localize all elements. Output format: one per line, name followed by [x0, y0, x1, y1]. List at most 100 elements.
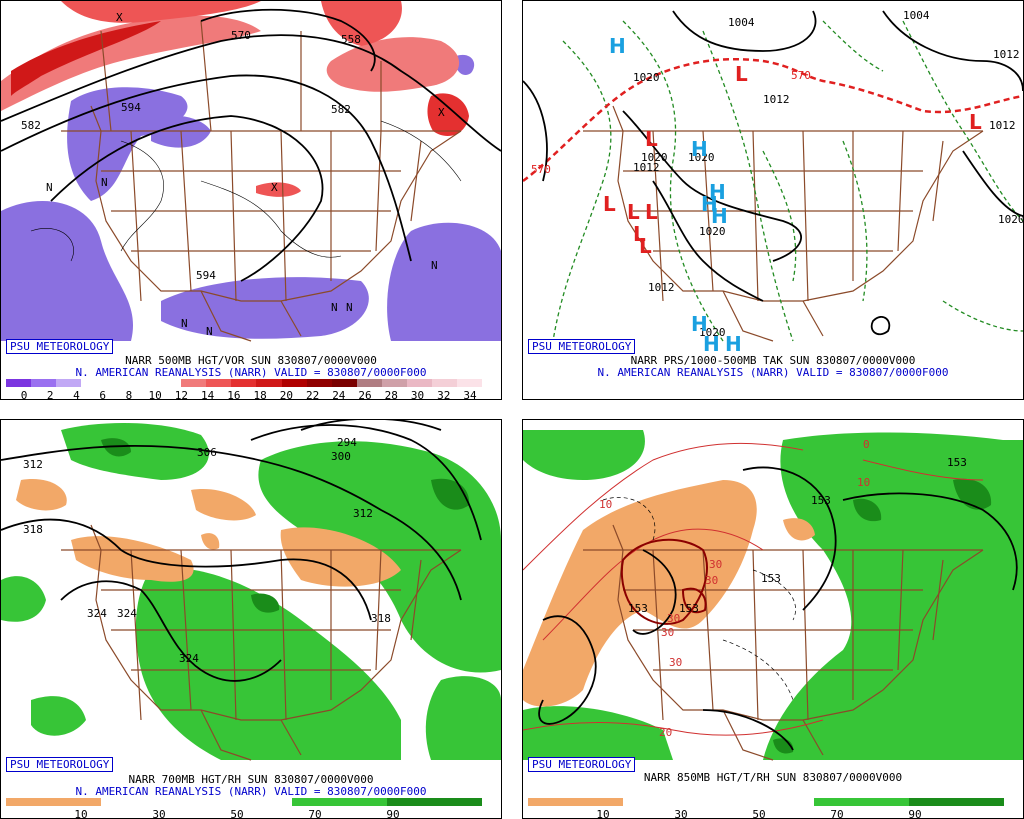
temp-label: 0	[863, 438, 870, 451]
colorbar-tick-label: 50	[230, 808, 244, 819]
colorbar-tick-label: 4	[73, 389, 80, 400]
negative-vorticity-areas	[1, 54, 501, 341]
height-labels: 312 306 294 300 318 312 324 324 318 324	[23, 436, 391, 665]
map-500mb: 582 594 582 594 570 558 N N N N N N N X …	[1, 1, 501, 342]
high-marker: H	[703, 332, 720, 356]
colorbar-swatch	[196, 798, 244, 806]
colorbar-tick-label: 16	[227, 389, 241, 400]
contour-label: 324	[87, 607, 107, 620]
thickness-contours	[552, 20, 1023, 342]
brand-label: PSU METEOROLOGY	[528, 339, 636, 354]
height-contours	[538, 466, 1018, 751]
isobar-label: 1012	[648, 281, 675, 294]
colorbar-tick-label: 32	[437, 389, 451, 400]
high-marker: H	[609, 34, 626, 58]
colorbar-swatch	[431, 379, 457, 387]
colorbar	[528, 798, 1004, 806]
isobar-label: 1004	[728, 16, 755, 29]
colorbar-tick-label: 10	[596, 808, 610, 819]
colorbar-swatch	[31, 379, 57, 387]
min-symbol: N	[346, 301, 353, 314]
colorbar-swatch	[6, 798, 54, 806]
vorticity-contours	[30, 120, 462, 262]
colorbar-swatch	[131, 379, 157, 387]
political-boundaries	[61, 20, 462, 342]
temp-label: 30	[709, 558, 722, 571]
dry-areas	[16, 479, 401, 587]
political-boundaries	[583, 524, 984, 761]
temp-label: 30	[667, 612, 680, 625]
colorbar	[6, 379, 482, 387]
min-symbol: N	[206, 325, 213, 338]
colorbar-tick-label: 70	[830, 808, 844, 819]
low-marker: L	[969, 110, 982, 134]
max-symbol: X	[438, 106, 445, 119]
high-marker: H	[711, 204, 728, 228]
low-marker: L	[645, 127, 658, 151]
panel-700mb-rh: 312 306 294 300 318 312 324 324 318 324 …	[0, 419, 502, 819]
panel-valid-caption: N. AMERICAN REANALYSIS (NARR) VALID = 83…	[75, 366, 427, 379]
isobars	[523, 10, 1023, 336]
contour-label: 594	[196, 269, 216, 282]
colorbar-swatch	[231, 379, 257, 387]
contour-label: 582	[21, 119, 41, 132]
colorbar-swatch	[181, 379, 207, 387]
colorbar-swatch	[623, 798, 671, 806]
isobar-label: 1020	[641, 151, 668, 164]
temperature-labels: 10 10 30 30 30 30 30 20 0	[599, 438, 870, 739]
colorbar-tick-label: 24	[332, 389, 346, 400]
panel-valid-caption: N. AMERICAN REANALYSIS (NARR) VALID = 83…	[597, 366, 949, 379]
high-pressure-markers: H H H H H H H H	[609, 34, 742, 356]
colorbar-swatch	[528, 798, 576, 806]
colorbar-swatch	[956, 798, 1004, 806]
brand-label: PSU METEOROLOGY	[6, 339, 114, 354]
colorbar-swatch	[434, 798, 482, 806]
contour-label: 153	[811, 494, 831, 507]
panel-caption: NARR PRS/1000-500MB TAK SUN 830807/0000V…	[630, 354, 916, 367]
contour-label: 153	[947, 456, 967, 469]
colorbar-tick-label: 30	[674, 808, 688, 819]
contour-label: 153	[679, 602, 699, 615]
contour-label: 582	[331, 103, 351, 116]
colorbar-swatch	[148, 798, 197, 806]
panel-pressure-thickness: 1004 1004 1020 1012 1012 1020 1012 1020 …	[522, 0, 1024, 400]
contour-label: 318	[23, 523, 43, 536]
colorbar-swatch	[765, 798, 814, 806]
thickness-label: 570	[531, 163, 551, 176]
colorbar-tick-label: 2	[46, 389, 54, 400]
colorbar-swatch	[339, 798, 387, 806]
colorbar-swatch	[575, 798, 624, 806]
high-marker: H	[709, 180, 726, 204]
political-boundaries	[61, 524, 462, 761]
map-850mb: 153 153 153 153 153 10 10 30 30 30 30 30…	[523, 430, 1023, 761]
colorbar-swatch	[861, 798, 909, 806]
dry-areas	[523, 480, 815, 707]
temp-label: 30	[705, 574, 718, 587]
contour-label: 324	[117, 607, 137, 620]
thickness-570-line	[523, 57, 1023, 182]
temp-label: 10	[599, 498, 612, 511]
panel-caption: NARR 700MB HGT/RH SUN 830807/0000V000	[128, 773, 374, 786]
colorbar-swatch	[101, 798, 149, 806]
isobar-label: 1012	[993, 48, 1020, 61]
colorbar-swatch	[356, 379, 382, 387]
colorbar-swatch	[386, 798, 435, 806]
colorbar-ticks: 0 2 4 6 8 10 12 14 16 18 20 22 24 26 28 30 32 34	[6, 389, 482, 400]
isobar-label: 1020	[699, 225, 726, 238]
map-700mb: 312 306 294 300 318 312 324 324 318 324	[1, 420, 501, 761]
colorbar-tick-label: 50	[752, 808, 766, 819]
panel-850mb-temp-rh: 153 153 153 153 153 10 10 30 30 30 30 30…	[522, 419, 1024, 819]
temperature-contours	[523, 442, 984, 736]
contour-label: 153	[628, 602, 648, 615]
colorbar-tick-label: 30	[410, 389, 425, 400]
contour-label: 153	[761, 572, 781, 585]
colorbar-tick-label: 10	[74, 808, 88, 819]
dashed-contours	[602, 497, 796, 701]
colorbar-swatch	[813, 798, 862, 806]
colorbar-swatch	[6, 379, 32, 387]
high-marker: H	[725, 332, 742, 356]
colorbar-tick-label: 10	[148, 389, 162, 400]
temp-label: 20	[659, 726, 672, 739]
low-pressure-markers: L L L L L L L L	[603, 62, 982, 258]
isobar-label: 1020	[688, 151, 715, 164]
